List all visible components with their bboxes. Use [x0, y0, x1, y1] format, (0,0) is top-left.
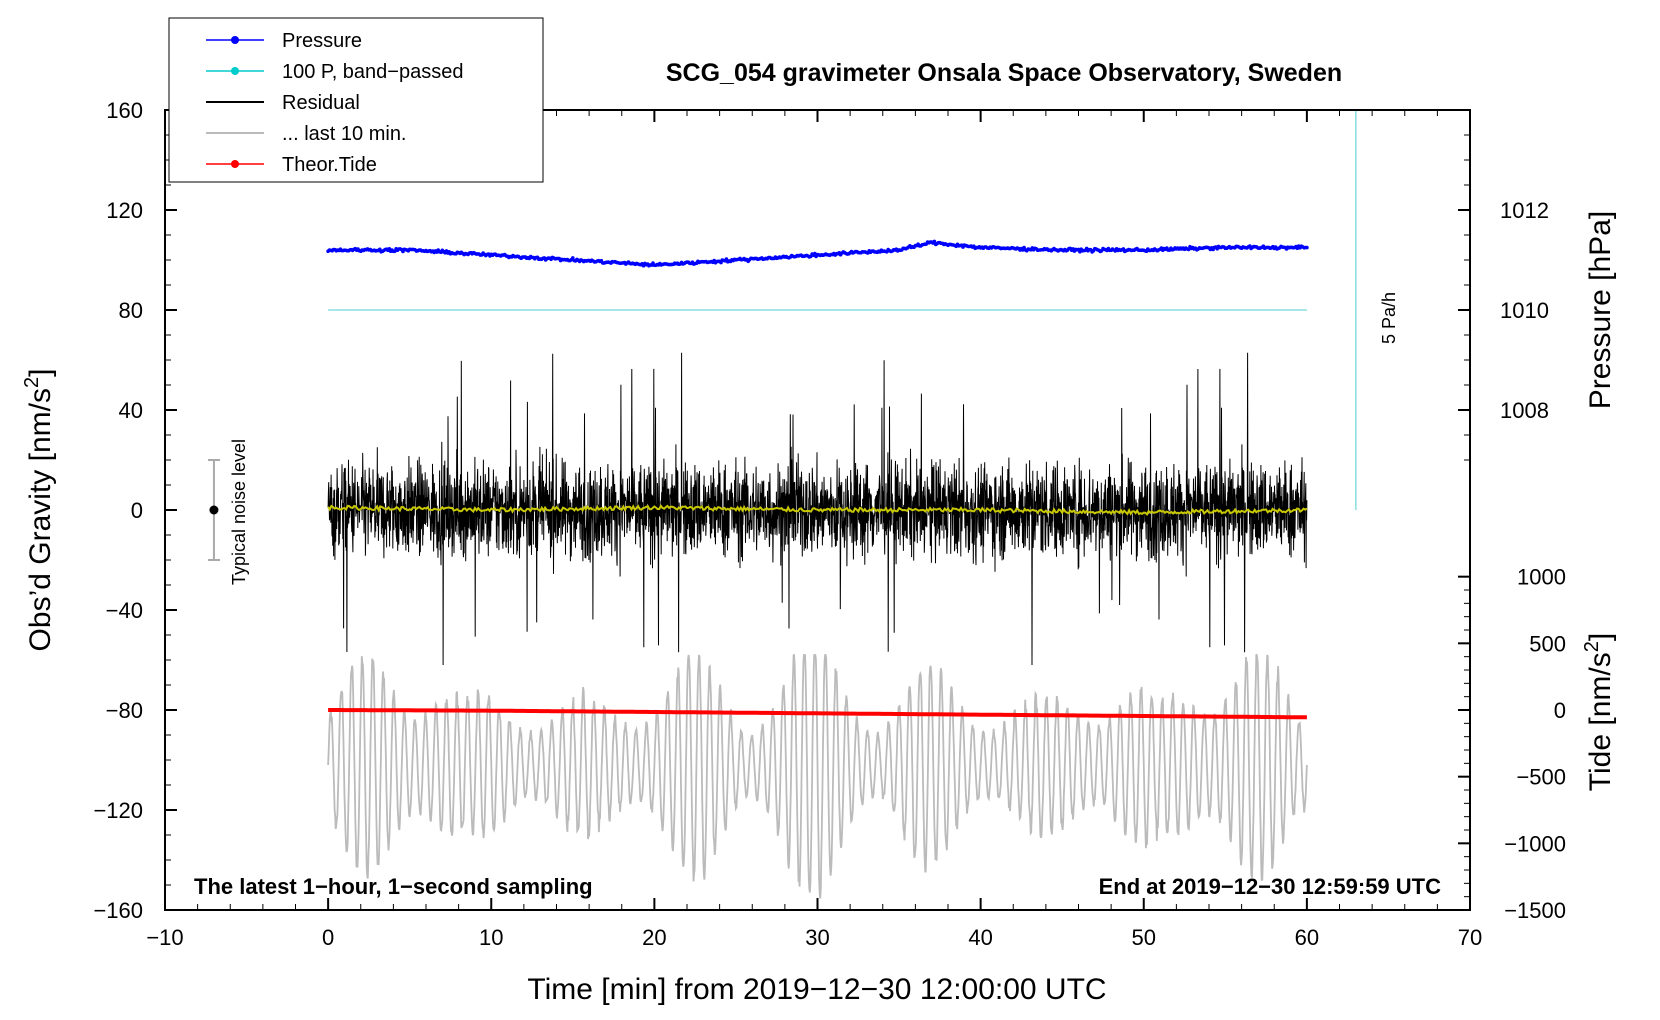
- x-tick-label: 50: [1132, 925, 1156, 950]
- y-tick-label: 160: [106, 98, 143, 123]
- legend-last10-label: ... last 10 min.: [282, 123, 407, 145]
- pressure-series: [326, 239, 1309, 268]
- pressure-line: [327, 240, 1307, 267]
- residual-series: [327, 352, 1308, 666]
- tide-tick-label: 500: [1529, 631, 1566, 656]
- y-tick-label: 120: [106, 198, 143, 223]
- tide-tick-label: 1000: [1517, 565, 1566, 590]
- x-tick-label: 10: [479, 925, 503, 950]
- noise-bar-center: [209, 505, 219, 515]
- tide-axis: 1000 500 0 −500 −1000 −1500: [1458, 565, 1566, 923]
- x-axis-title: Time [min] from 2019−12−30 12:00:00 UTC: [527, 973, 1106, 1006]
- pressure-tick-label: 1012: [1500, 198, 1549, 223]
- tide-tick-label: −500: [1516, 765, 1566, 790]
- legend-residual-label: Residual: [282, 92, 360, 114]
- y-tick-label: 40: [119, 398, 143, 423]
- legend-pressure-label: Pressure: [282, 30, 362, 52]
- legend-bandpass-marker: [231, 67, 239, 75]
- residual-smoothed-line: [327, 504, 1308, 516]
- legend-box: [168, 17, 544, 183]
- pressure-axis: 1008 1010 1012: [1458, 134, 1549, 461]
- sampling-note: The latest 1−hour, 1−second sampling: [194, 874, 593, 899]
- pressure-tick-label: 1008: [1500, 398, 1549, 423]
- y-tick-label: −40: [106, 598, 143, 623]
- legend-tide-label: Theor.Tide: [282, 154, 377, 176]
- noise-bar: [207, 459, 220, 561]
- y-tick-label: −80: [106, 698, 143, 723]
- x-tick-label: 70: [1458, 925, 1482, 950]
- y-axis-left: −160 −120 −80 −40 0 40 80 120 160: [93, 98, 177, 923]
- x-tick-label: 60: [1295, 925, 1319, 950]
- rate-label: 5 Pa/h: [1379, 292, 1399, 344]
- last-10-min-series: [327, 653, 1308, 899]
- residual-smoothed-series: [327, 504, 1308, 516]
- end-time-note: End at 2019−12−30 12:59:59 UTC: [1099, 874, 1442, 899]
- theor-tide-line: [328, 708, 1307, 720]
- legend-bandpass-label: 100 P, band−passed: [282, 61, 463, 83]
- y-tick-label: −120: [93, 798, 143, 823]
- tide-tick-label: −1500: [1504, 898, 1566, 923]
- tide-tick-label: 0: [1554, 698, 1566, 723]
- legend-item-tide: Theor.Tide: [206, 154, 377, 176]
- legend-tide-marker: [231, 160, 239, 168]
- x-tick-label: 30: [805, 925, 829, 950]
- legend-item-residual: Residual: [206, 92, 360, 114]
- x-tick-label: 40: [968, 925, 992, 950]
- y-tick-label: 80: [119, 298, 143, 323]
- y-axis-title-pressure: Pressure [hPa]: [1584, 211, 1617, 409]
- legend-pressure-marker: [231, 36, 239, 44]
- legend-item-bandpass: 100 P, band−passed: [206, 61, 463, 83]
- legend: Pressure 100 P, band−passed Residual ...…: [168, 17, 544, 183]
- theor-tide-series: [328, 708, 1307, 720]
- legend-item-last10: ... last 10 min.: [206, 123, 407, 145]
- residual-line: [327, 352, 1308, 666]
- y-tick-label: −160: [93, 898, 143, 923]
- legend-item-pressure: Pressure: [206, 30, 362, 52]
- noise-label: Typical noise level: [229, 439, 249, 585]
- chart-title: SCG_054 gravimeter Onsala Space Observat…: [666, 59, 1342, 87]
- last-10-min-line: [327, 653, 1308, 899]
- y-axis-title-tide: Tide [nm/s2]: [1581, 633, 1617, 791]
- tide-tick-label: −1000: [1504, 831, 1566, 856]
- x-tick-label: 20: [642, 925, 666, 950]
- y-axis-title-left: Obs’d Gravity [nm/s2]: [21, 369, 57, 652]
- x-tick-label: −10: [146, 925, 183, 950]
- pressure-tick-label: 1010: [1500, 298, 1549, 323]
- y-tick-label: 0: [131, 498, 143, 523]
- x-tick-label: 0: [322, 925, 334, 950]
